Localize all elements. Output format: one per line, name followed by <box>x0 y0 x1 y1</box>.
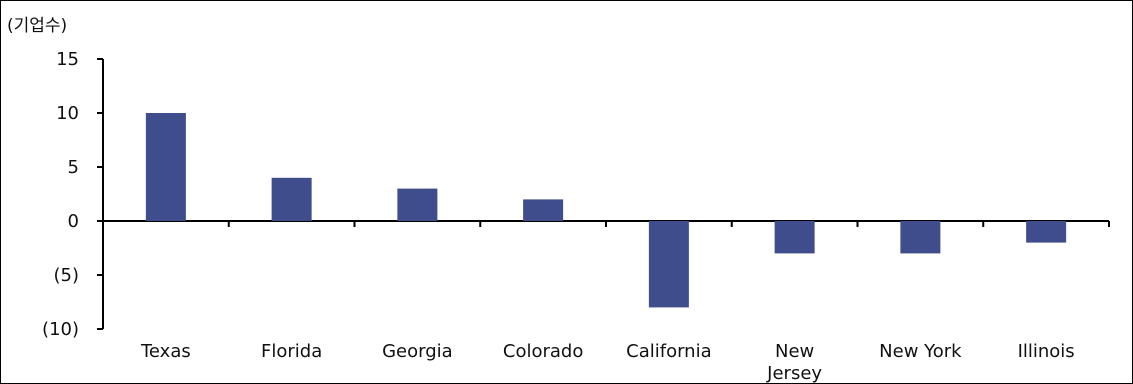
y-tick-label: 5 <box>68 157 79 178</box>
x-category-label: Georgia <box>382 341 453 362</box>
y-tick-label: (5) <box>54 265 80 286</box>
y-tick-label: 0 <box>68 211 79 232</box>
y-tick-label: 15 <box>56 49 79 70</box>
y-tick-label: 10 <box>56 103 79 124</box>
bar <box>397 188 438 221</box>
bar <box>648 221 689 308</box>
y-axis-unit-label: (기업수) <box>7 16 67 36</box>
x-category-label: New York <box>879 341 962 362</box>
bar <box>774 221 815 254</box>
x-category-label: California <box>626 341 711 362</box>
x-category-label: Colorado <box>503 341 583 362</box>
bars <box>145 113 1067 308</box>
bar <box>523 199 564 221</box>
bar <box>1026 221 1067 243</box>
x-category-label: Florida <box>261 341 322 362</box>
x-category-labels: Texas Florida Georgia Colorado California New… <box>140 341 1075 383</box>
bar <box>271 177 312 221</box>
x-category-label: Texas <box>140 341 191 362</box>
bar <box>900 221 941 254</box>
x-category-label: New Jersey <box>766 341 822 383</box>
x-category-label: Illinois <box>1018 341 1075 362</box>
bar <box>145 113 186 221</box>
y-tick-label: (10) <box>42 319 79 340</box>
axes <box>97 58 1110 330</box>
y-tick-labels: 15 10 5 0 (5) (10) <box>42 49 79 340</box>
